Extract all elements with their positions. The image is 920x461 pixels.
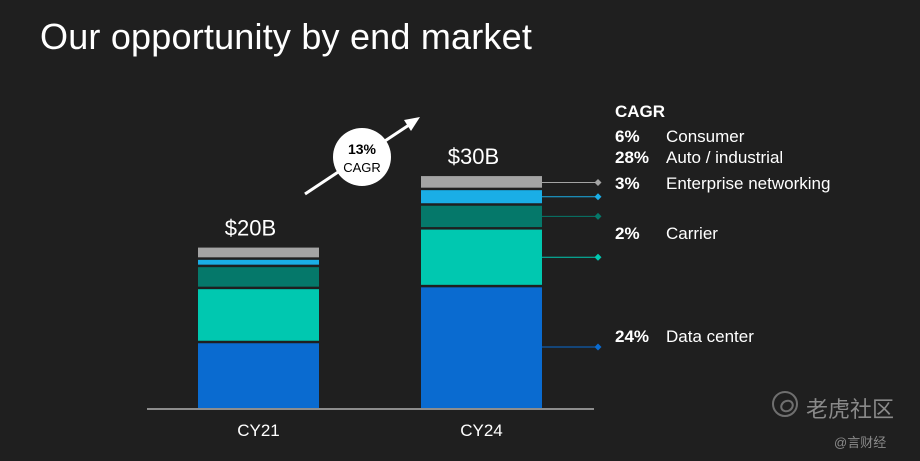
watermark-text: 老虎社区 (806, 397, 895, 422)
legend-series-name: Data center (666, 327, 754, 346)
bar-segment-cy24-data-center (421, 287, 542, 408)
leader-marker (594, 193, 602, 201)
total-label: $30B (448, 144, 499, 169)
x-tick-label: CY24 (460, 421, 503, 440)
total-label: $20B (225, 216, 276, 241)
bar-segment-cy24-carrier (421, 229, 542, 285)
cagr-circle-value: 13% (348, 141, 377, 157)
cagr-arrow-head (404, 117, 420, 131)
bar-segment-cy24-auto-industrial (421, 190, 542, 204)
leader-marker (594, 253, 602, 261)
bar-segment-cy21-enterprise-networking (198, 267, 319, 287)
cagr-circle (333, 128, 391, 186)
leader-marker (594, 179, 602, 186)
legend-series-name: Enterprise networking (666, 174, 830, 193)
bar-segment-cy21-carrier (198, 289, 319, 341)
legend-series-name: Auto / industrial (666, 148, 783, 167)
slide-title: Our opportunity by end market (40, 16, 533, 57)
legend-cagr-value: 2% (615, 224, 640, 243)
leader-marker (594, 212, 602, 220)
bar-segment-cy21-consumer (198, 247, 319, 258)
legend-cagr-value: 24% (615, 327, 649, 346)
x-tick-label: CY21 (237, 421, 280, 440)
leader-marker (594, 343, 602, 351)
legend-series-name: Carrier (666, 224, 718, 243)
cagr-header: CAGR (615, 102, 665, 121)
legend-cagr-value: 3% (615, 174, 640, 193)
cagr-circle-label: CAGR (343, 160, 381, 175)
legend-cagr-value: 6% (615, 127, 640, 146)
bar-segment-cy21-auto-industrial (198, 259, 319, 265)
bar-segment-cy24-enterprise-networking (421, 205, 542, 228)
watermark-sub: @言财经 (834, 435, 887, 450)
bar-segment-cy24-consumer (421, 176, 542, 188)
legend-cagr-value: 28% (615, 148, 649, 167)
tiger-logo-icon (772, 391, 798, 417)
bar-segment-cy21-data-center (198, 343, 319, 408)
legend-series-name: Consumer (666, 127, 745, 146)
